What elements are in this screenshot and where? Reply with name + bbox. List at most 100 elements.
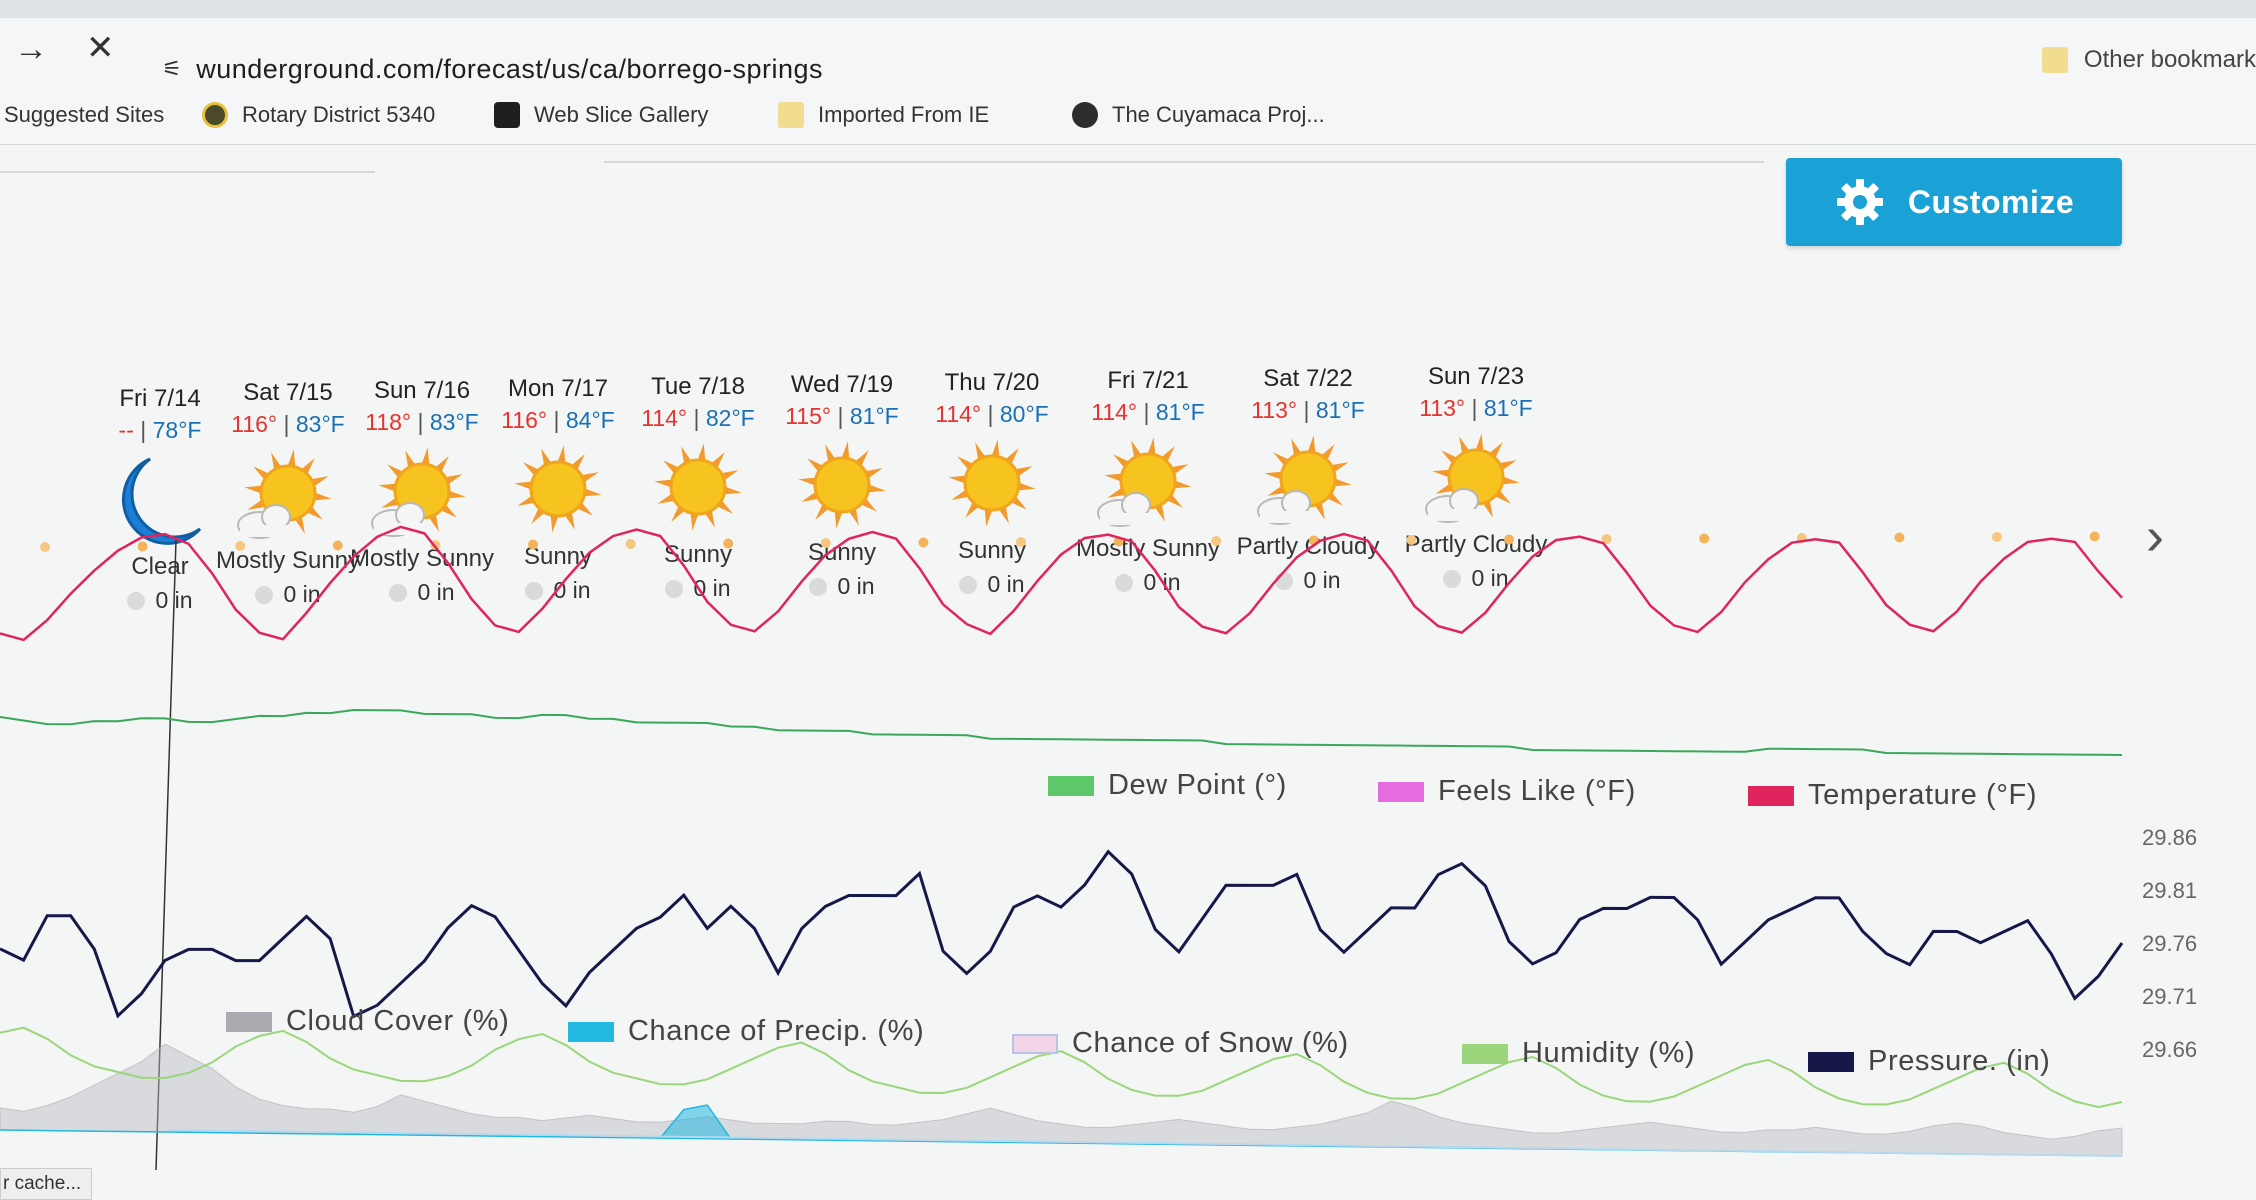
- condition-icon: [100, 451, 220, 551]
- legend-chance-snow[interactable]: Chance of Snow (%): [1012, 1027, 1349, 1060]
- day-marker: [1699, 533, 1710, 544]
- day-card[interactable]: Sun 7/23 113° | 81°F Partly Cloudy 0 in: [1376, 363, 1576, 592]
- bookmark-rotary[interactable]: Rotary District 5340: [202, 102, 435, 128]
- high-temp: 114°: [935, 401, 982, 427]
- day-date: Sun 7/16: [373, 377, 471, 404]
- day-card[interactable]: Wed 7/19 115° | 81°F Sunny 0 in: [742, 371, 942, 600]
- legend-temperature[interactable]: Temperature (°F): [1748, 779, 2037, 812]
- raindrop-icon: [809, 577, 828, 596]
- condition-icon: [362, 443, 482, 543]
- low-temp: 81°F: [1483, 395, 1533, 421]
- bookmark-label: Suggested Sites: [4, 102, 165, 127]
- humidity-line[interactable]: [0, 1026, 2123, 1109]
- day-marker: [528, 539, 538, 550]
- legend-cloud-cover[interactable]: Cloud Cover (%): [226, 1005, 509, 1038]
- condition-icon: [228, 445, 348, 545]
- day-marker: [1406, 535, 1417, 545]
- condition-icon: [932, 435, 1052, 535]
- y-tick: 29.81: [2142, 878, 2198, 903]
- day-card[interactable]: Fri 7/14 -- | 78°F Clear 0 in: [60, 385, 260, 614]
- day-marker: [723, 538, 734, 549]
- precip-label: 0 in: [417, 579, 455, 605]
- bookmark-imported-ie[interactable]: Imported From IE: [778, 102, 989, 128]
- other-bookmarks[interactable]: Other bookmark: [2041, 46, 2256, 74]
- legend-feels-like[interactable]: Feels Like (°F): [1378, 775, 1636, 808]
- bookmark-label: Web Slice Gallery: [534, 102, 709, 127]
- day-temps: -- | 78°F: [60, 417, 260, 451]
- low-temp: 84°F: [565, 407, 615, 433]
- pressure-line[interactable]: [0, 849, 2124, 1019]
- day-card[interactable]: Tue 7/18 114° | 82°F Sunny 0 in: [598, 373, 798, 602]
- stop-loading-icon[interactable]: ✕: [86, 29, 115, 67]
- precip-amount: 0 in: [1208, 567, 1408, 594]
- precip-amount: 0 in: [742, 573, 942, 600]
- temp-separator: |: [693, 405, 706, 431]
- moon-icon: [122, 457, 202, 545]
- legend-label: Chance of Snow (%): [1072, 1027, 1349, 1059]
- day-card[interactable]: Mon 7/17 116° | 84°F Sunny 0 in: [458, 375, 658, 604]
- url-field[interactable]: ⚟ wunderground.com/forecast/us/ca/borreg…: [162, 44, 1942, 94]
- day-date: Fri 7/14: [119, 385, 201, 412]
- legend-swatch: [1808, 1051, 1854, 1072]
- dew-point-line[interactable]: [0, 708, 2123, 756]
- tab-underline: [604, 161, 1764, 163]
- low-temp: 78°F: [152, 417, 202, 443]
- bookmark-label: Imported From IE: [818, 102, 990, 127]
- low-temp: 81°F: [849, 403, 899, 429]
- day-marker: [1601, 534, 1612, 544]
- precip-label: 0 in: [553, 577, 591, 603]
- precip-label: 0 in: [1471, 565, 1509, 591]
- low-temp: 83°F: [295, 411, 345, 437]
- legend-swatch: [1378, 781, 1424, 802]
- day-card[interactable]: Sun 7/16 118° | 83°F Mostly Sunny 0 in: [322, 377, 522, 606]
- day-marker: [1016, 537, 1026, 547]
- condition-icon: [1088, 433, 1208, 533]
- bookmark-web-slice[interactable]: Web Slice Gallery: [494, 102, 708, 128]
- temp-separator: |: [987, 401, 1000, 427]
- partly-sunny-icon: [1257, 435, 1352, 525]
- chevron-right-icon[interactable]: ›: [2146, 506, 2164, 566]
- gear-icon: [1836, 179, 1883, 225]
- day-marker: [137, 541, 148, 552]
- address-bar-row: → ✕ ⚟ wunderground.com/forecast/us/ca/bo…: [0, 18, 2256, 94]
- legend-chance-precip[interactable]: Chance of Precip. (%): [568, 1015, 924, 1048]
- sun-icon: [948, 439, 1036, 527]
- chart-baseline: [167, 1129, 2123, 1157]
- legend-humidity[interactable]: Humidity (%): [1462, 1037, 1695, 1070]
- folder-icon: [2041, 47, 2068, 73]
- web-slice-icon: [494, 102, 520, 128]
- legend-swatch: [1462, 1043, 1508, 1064]
- y-tick: 29.76: [2142, 931, 2198, 956]
- day-date: Sat 7/15: [243, 379, 333, 406]
- day-marker: [40, 542, 50, 552]
- temperature-line[interactable]: [0, 525, 2123, 642]
- forecast-charts: [0, 525, 2124, 1171]
- high-temp: 115°: [785, 403, 832, 429]
- globe-icon: [1072, 102, 1098, 128]
- legend-label: Feels Like (°F): [1438, 775, 1636, 807]
- customize-button[interactable]: Customize: [1786, 158, 2122, 246]
- y-tick: 29.71: [2142, 984, 2198, 1009]
- day-temps: 115° | 81°F: [742, 403, 942, 437]
- day-card[interactable]: Sat 7/22 113° | 81°F Partly Cloudy 0 in: [1208, 365, 1408, 594]
- day-card[interactable]: Fri 7/21 114° | 81°F Mostly Sunny 0 in: [1048, 367, 1248, 596]
- bookmark-cuyamaca[interactable]: The Cuyamaca Proj...: [1072, 102, 1325, 128]
- precip-amount: 0 in: [892, 571, 1092, 598]
- low-temp: 80°F: [999, 401, 1049, 427]
- partly-sunny-icon: [1425, 433, 1520, 523]
- day-card[interactable]: Sat 7/15 116° | 83°F Mostly Sunny 0 in: [188, 379, 388, 608]
- day-card[interactable]: Thu 7/20 114° | 80°F Sunny 0 in: [892, 369, 1092, 598]
- legend-swatch: [226, 1011, 272, 1032]
- site-info-icon[interactable]: ⚟: [162, 56, 183, 81]
- condition-icon: [638, 439, 758, 539]
- cloud-cover-area[interactable]: [0, 1043, 2123, 1157]
- legend-pressure[interactable]: Pressure. (in): [1808, 1045, 2050, 1078]
- day-marker: [1211, 536, 1222, 546]
- condition-icon: [1248, 431, 1368, 531]
- high-temp: 114°: [641, 405, 688, 431]
- legend-dew-point[interactable]: Dew Point (°): [1048, 769, 1287, 802]
- forward-icon[interactable]: →: [14, 30, 48, 68]
- raindrop-icon: [127, 591, 146, 610]
- legend-swatch: [1012, 1033, 1058, 1054]
- bookmark-suggested-sites[interactable]: Suggested Sites: [4, 102, 164, 128]
